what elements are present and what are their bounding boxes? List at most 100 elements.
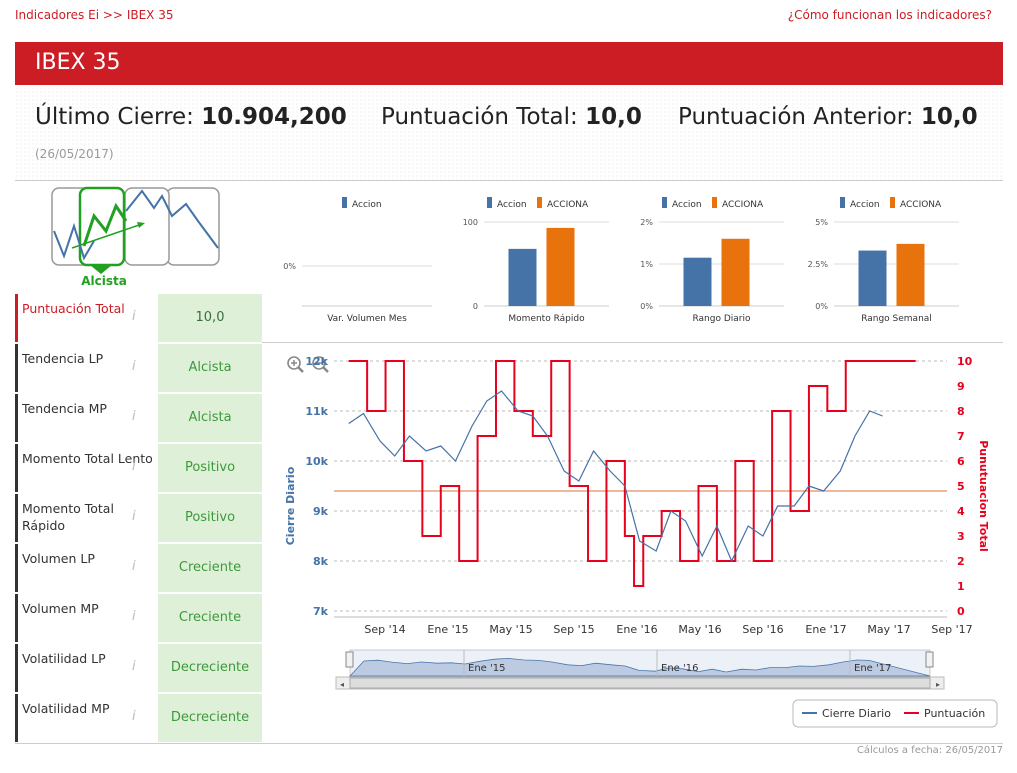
trend-logo-label: Alcista bbox=[81, 274, 127, 288]
x-tick-label: May '16 bbox=[678, 623, 721, 636]
breadcrumb[interactable]: Indicadores Ei >> IBEX 35 bbox=[15, 8, 174, 22]
legend-label: Accion bbox=[497, 200, 527, 210]
x-tick-label: Sep '15 bbox=[553, 623, 594, 636]
summary-panel: Último Cierre: 10.904,200 Puntuación Tot… bbox=[15, 86, 1003, 180]
series-puntuacion bbox=[348, 360, 916, 587]
title-bar: IBEX 35 bbox=[15, 42, 1003, 85]
x-tick-label: Ene '16 bbox=[616, 623, 657, 636]
total-score: Puntuación Total: 10,0 bbox=[381, 104, 642, 130]
indicator-row: Tendencia MP i Alcista bbox=[15, 394, 262, 442]
indicator-name: Tendencia LP bbox=[15, 344, 158, 392]
y-tick-label: 0% bbox=[283, 262, 296, 271]
left-tick-label: 9k bbox=[313, 505, 329, 518]
info-icon[interactable]: i bbox=[132, 709, 136, 724]
left-tick-label: 11k bbox=[305, 405, 328, 418]
indicator-name: Momento Total Rápido bbox=[15, 494, 158, 542]
right-tick-label: 10 bbox=[957, 355, 973, 368]
x-tick-label: May '15 bbox=[489, 623, 532, 636]
left-tick-label: 12k bbox=[305, 355, 328, 368]
indicator-value: Positivo bbox=[158, 494, 262, 542]
navigator-handle[interactable] bbox=[345, 651, 354, 668]
legend-label: Accion bbox=[672, 200, 702, 210]
legend-swatch bbox=[342, 197, 347, 208]
legend-swatch bbox=[840, 197, 845, 208]
navigator-window bbox=[350, 650, 930, 676]
divider bbox=[262, 342, 1003, 343]
navigator[interactable]: Ene '15 Ene '16 Ene '17 bbox=[345, 649, 934, 677]
y-tick-label: 5% bbox=[815, 218, 828, 227]
indicator-value: Positivo bbox=[158, 444, 262, 492]
right-tick-label: 0 bbox=[957, 605, 965, 618]
x-tick-label: Ene '17 bbox=[805, 623, 846, 636]
x-tick-label: Ene '15 bbox=[427, 623, 468, 636]
info-icon[interactable]: i bbox=[132, 559, 136, 574]
info-icon[interactable]: i bbox=[132, 659, 136, 674]
indicator-value: 10,0 bbox=[158, 294, 262, 342]
scroll-left-arrow: ◂ bbox=[340, 680, 344, 689]
y-tick-label: 100 bbox=[463, 218, 478, 227]
right-tick-label: 1 bbox=[957, 580, 965, 593]
close-date: (26/05/2017) bbox=[35, 147, 114, 161]
legend-swatch bbox=[712, 197, 717, 208]
left-tick-label: 10k bbox=[305, 455, 328, 468]
last-close: Último Cierre: 10.904,200 bbox=[35, 104, 347, 130]
indicator-value: Decreciente bbox=[158, 644, 262, 692]
right-tick-label: 7 bbox=[957, 430, 965, 443]
mini-charts: Accion 0% Var. Volumen Mes Accion ACCIONA 0 10… bbox=[283, 197, 959, 324]
info-icon[interactable]: i bbox=[132, 359, 136, 374]
indicator-name: Tendencia MP bbox=[15, 394, 158, 442]
navigator-label: Ene '17 bbox=[854, 663, 891, 674]
bar-acciona bbox=[896, 243, 925, 306]
navigator-label: Ene '16 bbox=[661, 663, 698, 674]
series-cierre-diario bbox=[348, 390, 883, 563]
x-tick-label: Sep '14 bbox=[364, 623, 405, 636]
indicator-value: Creciente bbox=[158, 544, 262, 592]
right-tick-label: 4 bbox=[957, 505, 965, 518]
legend-label: Accion bbox=[352, 200, 382, 210]
y-tick-label: 1% bbox=[640, 260, 653, 269]
x-tick-label: Sep '16 bbox=[742, 623, 783, 636]
y-tick-label: 2.5% bbox=[808, 260, 829, 269]
y-tick-label: 0 bbox=[473, 302, 478, 311]
help-link[interactable]: ¿Cómo funcionan los indicadores? bbox=[787, 8, 992, 22]
info-icon[interactable]: i bbox=[132, 509, 136, 524]
info-icon[interactable]: i bbox=[132, 609, 136, 624]
right-tick-label: 2 bbox=[957, 555, 965, 568]
top-bar: Indicadores Ei >> IBEX 35 ¿Cómo funciona… bbox=[15, 8, 992, 26]
legend-label: Accion bbox=[850, 200, 880, 210]
left-tick-label: 7k bbox=[313, 605, 329, 618]
indicator-value: Decreciente bbox=[158, 694, 262, 742]
y-tick-label: 2% bbox=[640, 218, 653, 227]
legend-swatch bbox=[890, 197, 895, 208]
scrollbar-thumb bbox=[349, 677, 931, 689]
legend-swatch bbox=[487, 197, 492, 208]
bar-accion bbox=[858, 250, 887, 306]
zoom-out-icon[interactable] bbox=[312, 356, 329, 373]
mini-chart-1: Accion 0% Var. Volumen Mes bbox=[283, 197, 432, 324]
navigator-series bbox=[349, 657, 931, 677]
indicator-row: Volatilidad LP i Decreciente bbox=[15, 644, 262, 692]
mini-chart-2: Accion ACCIONA 0 100 Momento Rápido bbox=[463, 197, 609, 324]
page-title: IBEX 35 bbox=[35, 50, 121, 75]
scrollbar[interactable]: ◂ ▸ bbox=[335, 676, 945, 690]
indicator-value: Alcista bbox=[158, 344, 262, 392]
info-icon[interactable]: i bbox=[132, 409, 136, 424]
info-icon[interactable]: i bbox=[132, 309, 136, 324]
legend-label: ACCIONA bbox=[547, 200, 589, 210]
x-tick-label: Sep '17 bbox=[931, 623, 972, 636]
divider bbox=[15, 180, 1003, 181]
legend-label: Puntuación bbox=[924, 707, 985, 720]
legend-label: Cierre Diario bbox=[822, 707, 891, 720]
right-axis-title: Punutuacion Total bbox=[977, 440, 990, 552]
footer-date: Cálculos a fecha: 26/05/2017 bbox=[856, 745, 1003, 756]
bar-accion bbox=[508, 248, 537, 306]
info-icon[interactable]: i bbox=[132, 459, 136, 474]
indicator-name: Volumen LP bbox=[15, 544, 158, 592]
legend-swatch bbox=[662, 197, 667, 208]
indicator-value: Creciente bbox=[158, 594, 262, 642]
zoom-in-icon[interactable] bbox=[287, 356, 304, 373]
legend-swatch bbox=[537, 197, 542, 208]
indicator-row: Momento Total Rápido i Positivo bbox=[15, 494, 262, 542]
right-tick-label: 9 bbox=[957, 380, 965, 393]
navigator-handle[interactable] bbox=[925, 651, 934, 668]
